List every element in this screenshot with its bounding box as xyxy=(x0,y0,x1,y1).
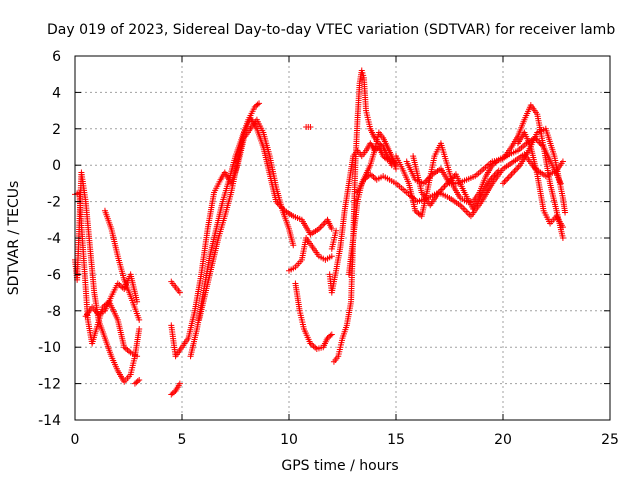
y-tick-label: -4 xyxy=(47,231,61,247)
series-track-6 xyxy=(168,380,183,398)
x-tick-label: 5 xyxy=(178,432,187,448)
series-track-9 xyxy=(187,100,263,360)
data-point xyxy=(393,165,399,172)
data-point xyxy=(504,175,511,182)
data-point xyxy=(502,177,509,184)
data-point xyxy=(136,326,143,332)
data-point xyxy=(378,142,385,149)
data-point xyxy=(458,203,465,210)
series-track-15 xyxy=(328,227,340,252)
data-point xyxy=(278,204,285,211)
data-point xyxy=(328,225,335,232)
data-point xyxy=(256,100,263,107)
y-tick-label: -12 xyxy=(38,377,61,393)
data-point xyxy=(171,389,178,396)
series-track-22 xyxy=(410,153,502,212)
data-point xyxy=(512,166,519,173)
data-point xyxy=(440,184,447,191)
data-point xyxy=(559,158,566,165)
series-track-12 xyxy=(292,280,335,353)
series-track-18 xyxy=(354,151,566,220)
data-point xyxy=(514,165,521,172)
data-point xyxy=(290,242,297,249)
series-track-10 xyxy=(196,114,335,323)
data-point xyxy=(328,253,335,260)
data-point xyxy=(134,298,141,305)
data-point xyxy=(320,221,327,228)
data-point xyxy=(463,208,470,215)
series-track-3 xyxy=(101,207,143,323)
y-tick-label: -14 xyxy=(38,413,61,429)
data-point xyxy=(464,210,471,217)
data-point xyxy=(333,227,340,234)
y-tick-label: 4 xyxy=(52,85,61,101)
y-tick-label: -8 xyxy=(47,304,61,320)
series-track-4 xyxy=(82,271,141,320)
x-tick-label: 15 xyxy=(387,432,405,448)
data-point xyxy=(422,178,429,185)
chart-title: Day 019 of 2023, Sidereal Day-to-day VTE… xyxy=(47,22,615,38)
x-tick-label: 25 xyxy=(601,432,619,448)
data-point xyxy=(500,180,506,187)
data-point xyxy=(327,332,334,339)
series-track-23 xyxy=(514,129,566,231)
data-point xyxy=(507,172,514,179)
series-track-13 xyxy=(303,123,314,130)
data-point xyxy=(559,235,566,241)
axis-ticks xyxy=(74,55,611,421)
data-point xyxy=(317,224,324,231)
data-point xyxy=(511,168,518,175)
data-point xyxy=(254,101,261,108)
data-point xyxy=(441,183,448,190)
data-point xyxy=(501,178,508,185)
series-track-5 xyxy=(131,376,143,387)
data-point xyxy=(136,376,143,383)
data-point xyxy=(438,186,445,193)
y-tick-label: 2 xyxy=(52,122,61,138)
series-track-11 xyxy=(286,235,335,274)
series-track-17 xyxy=(345,129,399,278)
data-marks xyxy=(72,67,569,398)
data-point xyxy=(461,206,468,213)
y-tick-label: -6 xyxy=(47,267,61,283)
data-point xyxy=(328,331,335,338)
y-tick-label: 0 xyxy=(52,158,61,174)
data-point xyxy=(562,209,569,216)
data-point xyxy=(321,219,328,226)
data-point xyxy=(136,316,143,323)
y-tick-label: -10 xyxy=(38,340,61,356)
data-point xyxy=(134,378,141,385)
series-track-21 xyxy=(500,125,569,216)
y-tick-label: -2 xyxy=(47,195,61,211)
grid xyxy=(75,56,610,420)
x-tick-label: 20 xyxy=(494,432,512,448)
x-tick-label: 10 xyxy=(280,432,298,448)
data-point xyxy=(559,224,566,231)
data-point xyxy=(426,174,433,181)
data-point xyxy=(460,205,467,212)
data-point xyxy=(508,171,515,178)
series-track-16 xyxy=(330,67,395,365)
data-point xyxy=(176,289,183,296)
data-point xyxy=(509,169,516,176)
series-track-7 xyxy=(168,278,183,296)
data-point xyxy=(176,380,183,387)
data-point xyxy=(505,174,512,181)
x-tick-label: 0 xyxy=(71,432,80,448)
data-point xyxy=(307,123,314,130)
y-axis-title: SDTVAR / TECUs xyxy=(6,181,22,296)
data-point xyxy=(437,187,444,194)
data-point xyxy=(318,222,325,229)
data-point xyxy=(495,167,502,174)
x-axis-title: GPS time / hours xyxy=(281,458,398,474)
series-track-8 xyxy=(168,116,297,360)
y-tick-label: 6 xyxy=(52,49,61,65)
tick-labels: 0 5 10 15 20 25 -14 -12 -10 -8 -6 -4 -2 0 2 4 6 xyxy=(38,49,619,448)
